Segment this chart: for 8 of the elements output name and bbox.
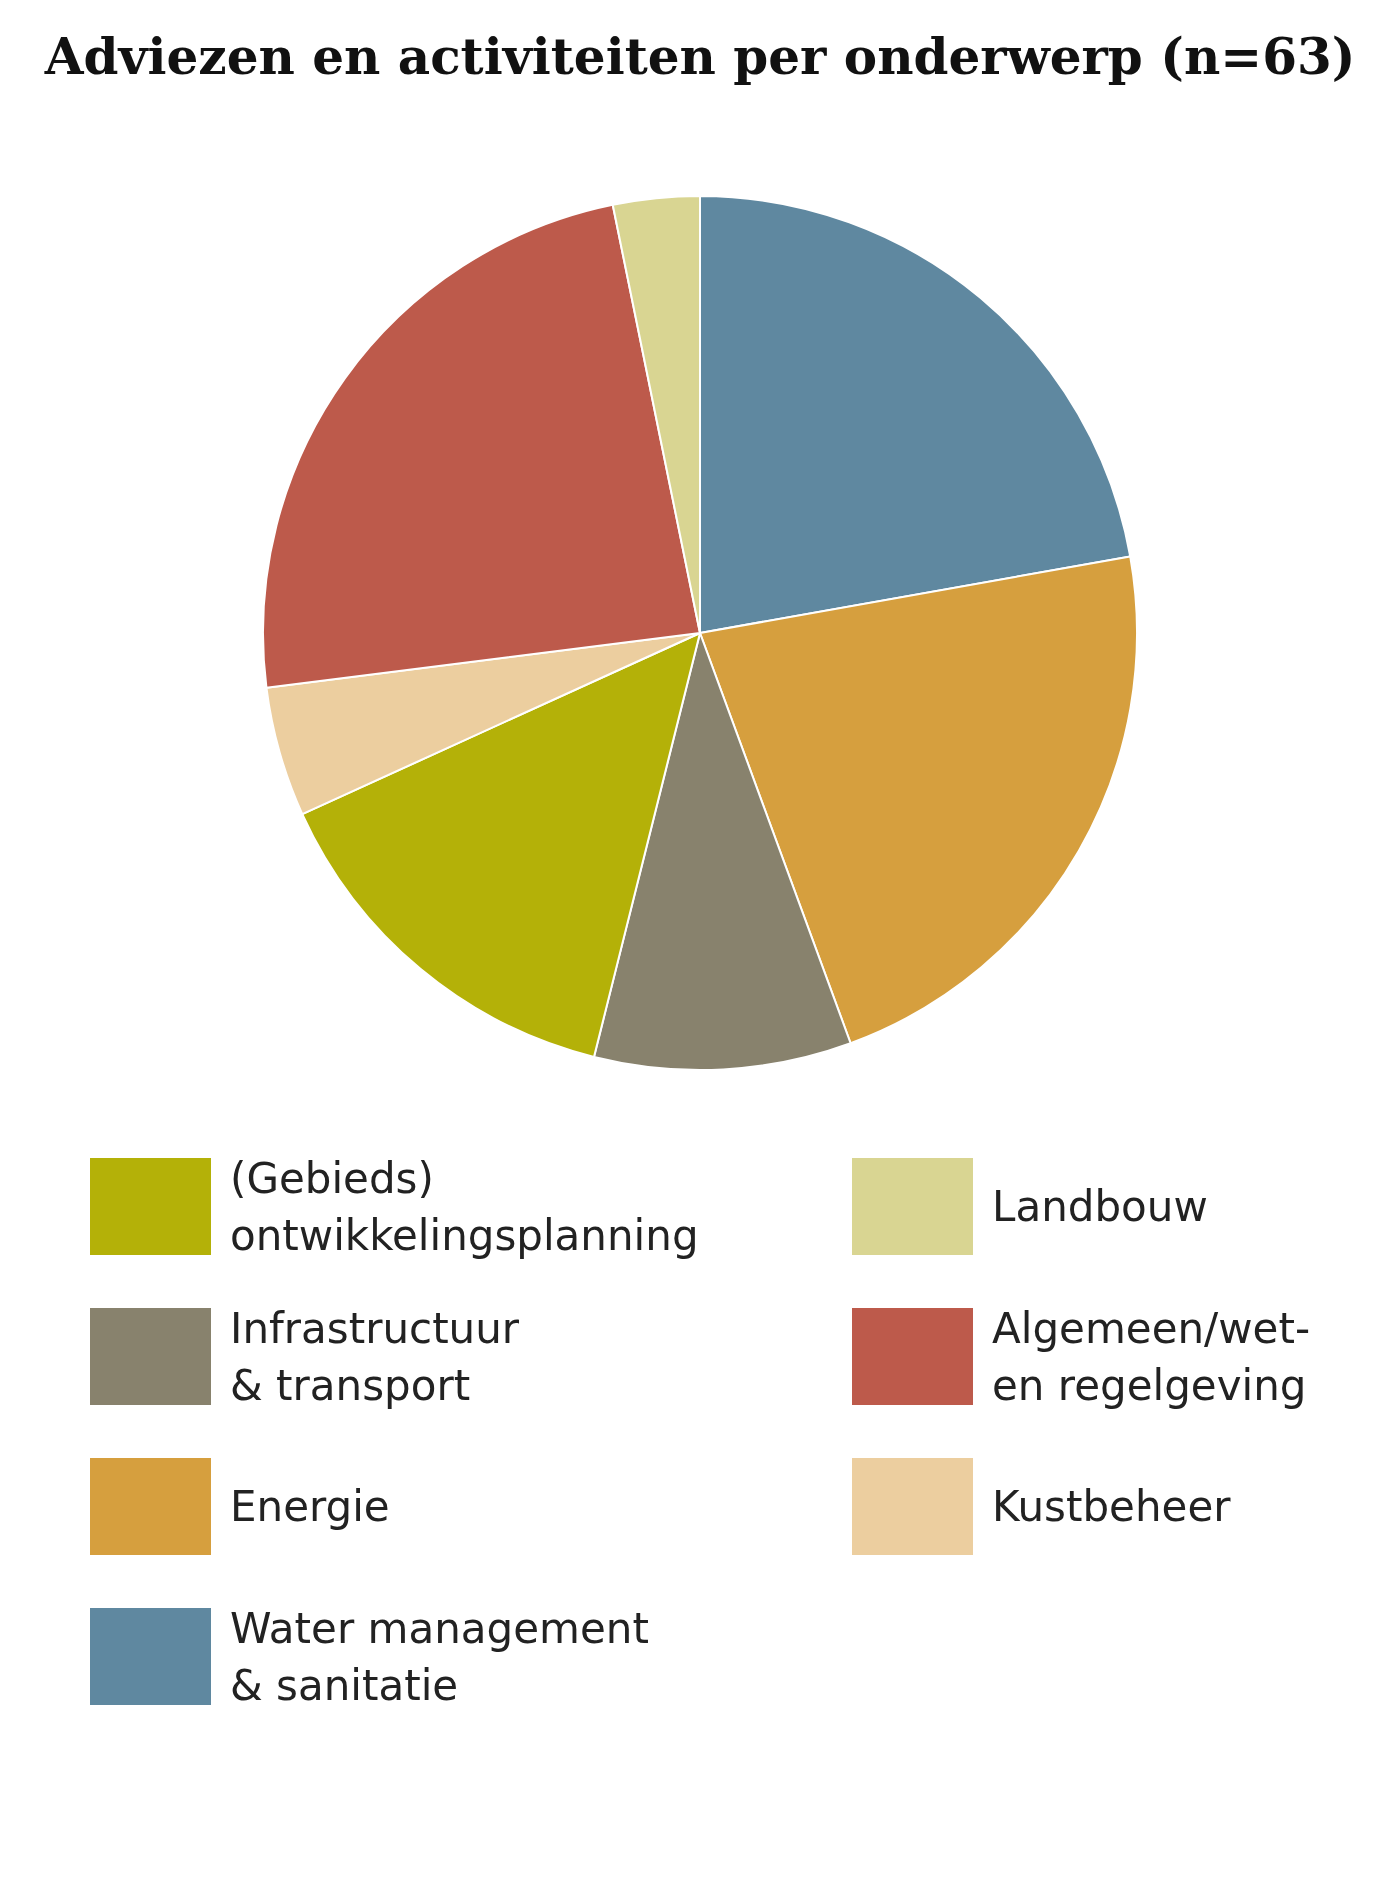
legend-label: Algemeen/wet- en regelgeving <box>992 1302 1311 1412</box>
legend-label: Landbouw <box>992 1181 1208 1233</box>
legend-label: (Gebieds) ontwikkelingsplanning <box>230 1152 699 1262</box>
chart-title: Adviezen en activiteiten per onderwerp (n=63) <box>43 26 1357 88</box>
legend-label: Energie <box>230 1481 390 1533</box>
legend-label: Kustbeheer <box>992 1481 1231 1533</box>
legend-label: Water management & sanitatie <box>230 1602 649 1712</box>
legend-label: Infrastructuur & transport <box>230 1302 520 1412</box>
